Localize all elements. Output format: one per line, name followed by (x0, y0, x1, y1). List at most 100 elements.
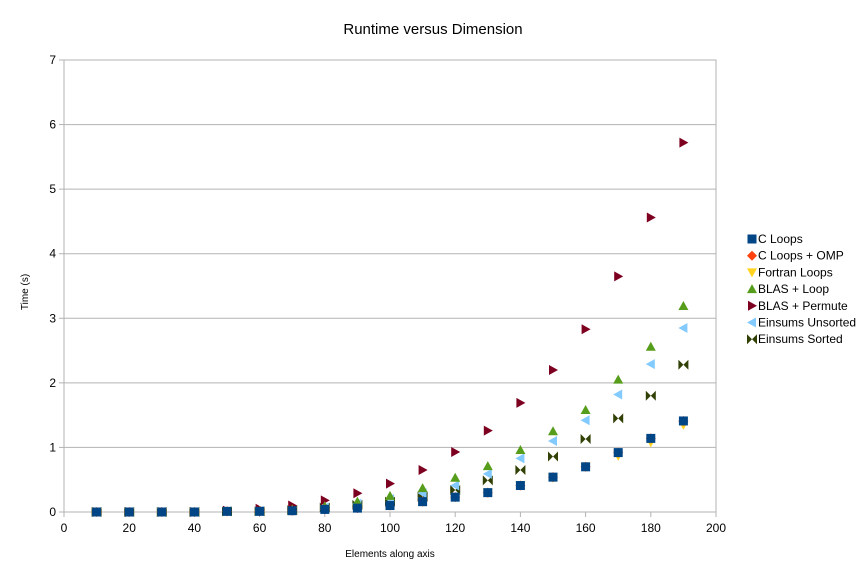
x-tick-label: 20 (123, 521, 137, 535)
x-tick-label: 0 (61, 521, 68, 535)
legend-item: BLAS + Loop (747, 282, 829, 296)
x-tick-label: 160 (576, 521, 596, 535)
legend-label: Einsums Unsorted (758, 316, 856, 330)
legend-label: Fortran Loops (758, 265, 833, 279)
y-tick-label: 1 (49, 440, 56, 454)
data-point (418, 465, 428, 476)
data-point (613, 374, 624, 384)
data-point (320, 504, 330, 514)
grid-layer (64, 59, 716, 513)
y-axis-title: Time (s) (20, 274, 31, 310)
y-tick-label: 4 (49, 247, 56, 261)
data-point (222, 506, 232, 516)
data-point (613, 413, 624, 424)
data-point (679, 137, 689, 148)
data-point (614, 271, 624, 282)
data-point (678, 301, 689, 311)
data-point (646, 212, 656, 223)
legend-item: Einsums Unsorted (747, 316, 856, 330)
legend: C Loops C Loops + OMP Fortran Loops BLAS + … (747, 232, 856, 346)
data-point (320, 495, 330, 506)
x-tick-label: 120 (445, 521, 465, 535)
legend-swatch (747, 268, 757, 278)
y-tick-label: 2 (49, 376, 56, 390)
data-point (189, 507, 199, 517)
data-point (613, 448, 623, 458)
data-point (645, 359, 655, 370)
data-point (450, 472, 461, 482)
data-point (450, 492, 460, 502)
data-point (613, 389, 623, 400)
legend-swatch (747, 234, 757, 244)
data-point (515, 453, 525, 464)
data-point (548, 451, 558, 462)
y-tick-label: 5 (49, 182, 56, 196)
series-einsums-unsorted (91, 322, 688, 517)
data-point (645, 341, 656, 351)
legend-item: C Loops (747, 232, 803, 246)
data-point (515, 465, 526, 476)
legend-item: C Loops + OMP (747, 249, 844, 263)
data-point (580, 415, 590, 426)
x-tick-label: 60 (253, 521, 267, 535)
data-point (418, 497, 428, 507)
plot-area-frame (63, 59, 717, 513)
data-point (678, 416, 688, 426)
data-point (417, 483, 428, 493)
legend-item: Einsums Sorted (747, 332, 843, 346)
y-tick-label: 3 (49, 311, 56, 325)
legend-swatch (747, 334, 757, 345)
tick-layer: 0 1 2 3 4 5 6 7 0 20 40 60 80 100 120 140 160 180 200 (49, 53, 726, 535)
data-point (385, 490, 395, 500)
data-point (548, 435, 557, 446)
legend-label: BLAS + Permute (758, 299, 848, 313)
x-tick-label: 100 (380, 521, 400, 535)
x-tick-label: 40 (188, 521, 202, 535)
data-point (482, 461, 493, 471)
data-point (352, 503, 362, 513)
data-point (581, 324, 591, 335)
data-point (678, 322, 688, 333)
data-point (581, 462, 591, 472)
data-point (483, 488, 493, 498)
series-blas-permute (92, 137, 689, 517)
data-point (549, 364, 558, 375)
data-point (157, 507, 167, 517)
data-point (450, 480, 460, 491)
data-point (482, 468, 492, 479)
x-tick-label: 140 (510, 521, 530, 535)
marks-layer (91, 137, 689, 517)
x-tick-label: 180 (641, 521, 661, 535)
data-point (483, 425, 493, 436)
legend-swatch (747, 250, 757, 261)
series-c-loops (92, 416, 688, 517)
data-point (580, 404, 591, 414)
data-point (385, 501, 395, 511)
legend-swatch (748, 300, 757, 311)
y-tick-label: 7 (49, 53, 56, 67)
data-point (515, 445, 526, 455)
data-point (353, 488, 363, 499)
data-point (580, 434, 591, 445)
data-point (548, 426, 558, 436)
legend-label: C Loops + OMP (758, 249, 844, 263)
data-point (287, 506, 297, 516)
legend-swatch (747, 317, 756, 328)
data-point (451, 446, 461, 457)
data-point (124, 507, 134, 517)
legend-label: BLAS + Loop (758, 282, 829, 296)
x-axis-title: Elements along axis (345, 549, 435, 560)
x-tick-label: 200 (706, 521, 726, 535)
data-point (645, 390, 656, 401)
data-point (548, 472, 558, 482)
data-point (352, 496, 363, 506)
data-point (516, 397, 526, 408)
legend-item: Fortran Loops (747, 265, 833, 279)
y-tick-label: 0 (49, 505, 56, 519)
data-point (678, 359, 689, 370)
x-tick-label: 80 (318, 521, 332, 535)
data-point (515, 481, 525, 491)
data-point (386, 478, 395, 489)
